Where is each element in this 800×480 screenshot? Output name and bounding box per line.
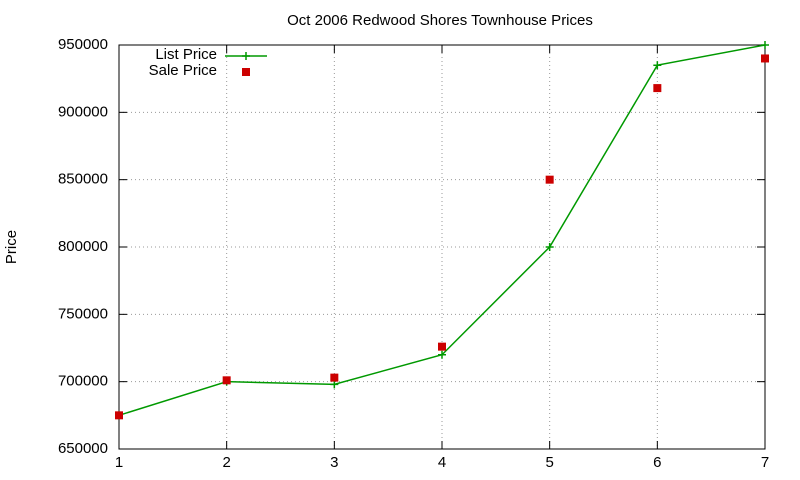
y-tick-label: 800000 — [58, 238, 108, 255]
x-tick-label: 7 — [761, 454, 769, 471]
data-point — [438, 342, 446, 351]
x-tick-label: 5 — [545, 454, 553, 471]
legend-label: List Price — [155, 46, 217, 63]
data-point — [653, 61, 662, 70]
y-tick-label: 650000 — [58, 440, 108, 457]
x-tick-label: 6 — [653, 454, 661, 471]
legend-label: Sale Price — [149, 62, 217, 79]
data-point — [545, 175, 554, 184]
data-point — [222, 376, 231, 385]
y-tick-label: 700000 — [58, 373, 108, 390]
x-tick-label: 4 — [438, 454, 446, 471]
data-point — [761, 41, 769, 49]
data-point — [761, 54, 769, 63]
data-point — [438, 350, 446, 359]
x-tick-label: 2 — [222, 454, 230, 471]
legend-marker — [242, 68, 250, 76]
legend-marker — [242, 52, 250, 60]
x-tick-label: 3 — [330, 454, 338, 471]
data-point — [115, 411, 123, 420]
series-line — [118, 44, 766, 417]
y-axis-label: Price — [3, 230, 20, 264]
y-tick-label: 750000 — [58, 305, 108, 322]
data-point — [330, 380, 339, 389]
data-point — [653, 84, 662, 93]
chart-title: Oct 2006 Redwood Shores Townhouse Prices — [287, 12, 593, 29]
y-tick-label: 900000 — [58, 103, 108, 120]
plot-border — [118, 44, 766, 450]
x-tick-label: 1 — [115, 454, 123, 471]
y-tick-label: 850000 — [58, 171, 108, 188]
data-point — [330, 373, 339, 382]
y-tick-label: 950000 — [58, 36, 108, 53]
data-point — [545, 243, 554, 251]
